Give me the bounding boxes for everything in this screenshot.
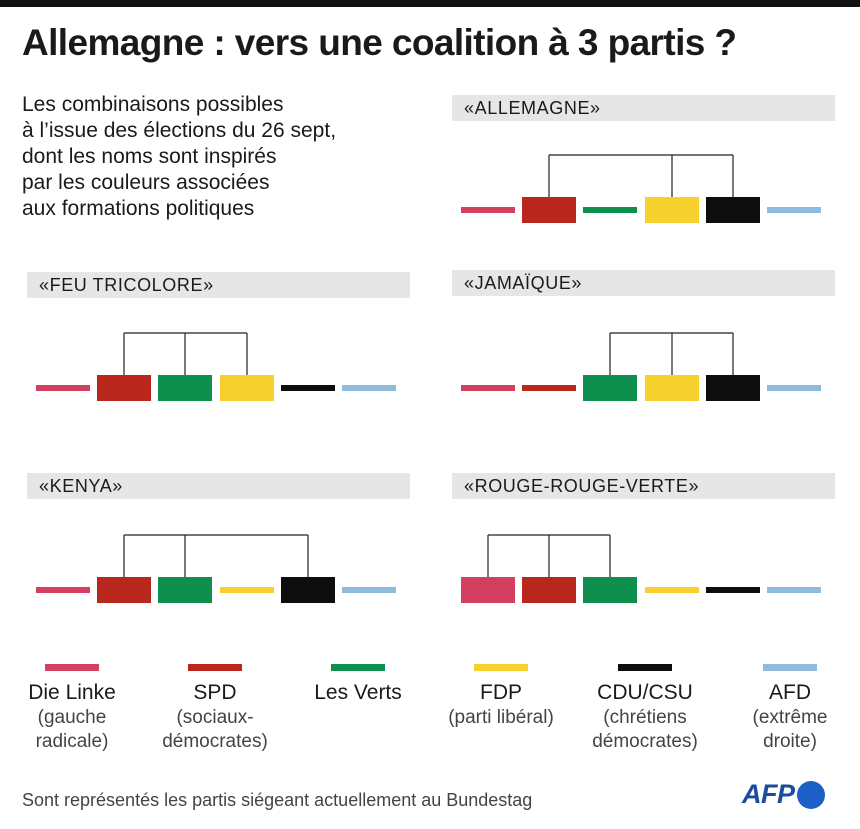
party-mark-spd-in-coalition bbox=[522, 577, 576, 603]
party-mark-verts bbox=[583, 207, 637, 213]
party-mark-cdu-in-coalition bbox=[706, 197, 760, 223]
party-mark-afd bbox=[767, 385, 821, 391]
coalition-label-feu-tricolore: «FEU TRICOLORE» bbox=[27, 272, 410, 298]
party-mark-verts-in-coalition bbox=[158, 375, 212, 401]
party-mark-cdu bbox=[706, 587, 760, 593]
coalition-diagram-allemagne bbox=[461, 154, 821, 223]
party-mark-verts-in-coalition bbox=[158, 577, 212, 603]
party-mark-verts-in-coalition bbox=[583, 577, 637, 603]
party-mark-linke-in-coalition bbox=[461, 577, 515, 603]
party-mark-cdu bbox=[281, 385, 335, 391]
legend-desc-line: (sociaux- bbox=[176, 707, 254, 728]
legend-desc-line: (chrétiens bbox=[603, 707, 687, 728]
afp-logo: AFP bbox=[742, 779, 825, 810]
legend-swatch-verts bbox=[331, 664, 385, 671]
legend-name-spd: SPD bbox=[193, 681, 237, 704]
party-mark-verts-in-coalition bbox=[583, 375, 637, 401]
coalition-label-kenya: «KENYA» bbox=[27, 473, 410, 499]
coalition-diagram-jamaique bbox=[461, 332, 821, 401]
intro-line: Les combinaisons possibles bbox=[22, 93, 284, 116]
coalition-diagram-kenya bbox=[36, 534, 396, 603]
party-mark-fdp bbox=[645, 587, 699, 593]
legend-desc-line: démocrates) bbox=[592, 731, 698, 752]
party-mark-linke bbox=[461, 207, 515, 213]
party-mark-cdu-in-coalition bbox=[706, 375, 760, 401]
legend-desc-line: droite) bbox=[763, 731, 817, 752]
footnote: Sont représentés les partis siégeant act… bbox=[22, 790, 533, 810]
party-mark-afd bbox=[767, 207, 821, 213]
intro-line: par les couleurs associées bbox=[22, 171, 270, 194]
legend-swatch-linke bbox=[45, 664, 99, 671]
party-mark-fdp-in-coalition bbox=[220, 375, 274, 401]
party-mark-afd bbox=[767, 587, 821, 593]
legend-name-afd: AFD bbox=[769, 681, 811, 704]
party-mark-fdp bbox=[220, 587, 274, 593]
party-mark-spd-in-coalition bbox=[97, 375, 151, 401]
intro-line: à l’issue des élections du 26 sept, bbox=[22, 119, 337, 142]
legend-name-linke: Die Linke bbox=[28, 681, 116, 704]
coalition-label-jamaique: «JAMAÏQUE» bbox=[452, 270, 835, 296]
legend-name-fdp: FDP bbox=[480, 681, 522, 704]
coalition-diagram-rouge-rouge-verte bbox=[461, 534, 821, 603]
legend-desc-afd: (extrême droite) bbox=[715, 706, 860, 754]
party-mark-linke bbox=[461, 385, 515, 391]
legend-desc-linke: (gauche radicale) bbox=[0, 706, 147, 754]
legend-swatch-afd bbox=[763, 664, 817, 671]
legend-swatch-fdp bbox=[474, 664, 528, 671]
party-mark-afd bbox=[342, 385, 396, 391]
party-mark-spd-in-coalition bbox=[97, 577, 151, 603]
party-mark-linke bbox=[36, 385, 90, 391]
top-bar bbox=[0, 0, 860, 7]
legend-desc-fdp: (parti libéral) bbox=[426, 706, 576, 730]
legend-name-verts: Les Verts bbox=[314, 681, 402, 704]
party-mark-fdp-in-coalition bbox=[645, 197, 699, 223]
legend-desc-line: (gauche bbox=[37, 707, 107, 728]
legend-desc-line: démocrates) bbox=[162, 731, 268, 752]
intro-line: dont les noms sont inspirés bbox=[22, 145, 277, 168]
legend-name-cdu: CDU/CSU bbox=[597, 681, 693, 704]
party-mark-linke bbox=[36, 587, 90, 593]
intro-text: Les combinaisons possibles à l’issue des… bbox=[22, 92, 422, 222]
party-mark-spd bbox=[522, 385, 576, 391]
intro-line: aux formations politiques bbox=[22, 197, 255, 220]
party-mark-cdu-in-coalition bbox=[281, 577, 335, 603]
legend-desc-line: (parti libéral) bbox=[448, 707, 554, 728]
coalition-label-allemagne: «ALLEMAGNE» bbox=[452, 95, 835, 121]
legend-desc-spd: (sociaux-démocrates) bbox=[140, 706, 290, 754]
coalition-label-rouge-rouge-verte: «ROUGE-ROUGE-VERTE» bbox=[452, 473, 835, 499]
party-mark-fdp-in-coalition bbox=[645, 375, 699, 401]
party-mark-afd bbox=[342, 587, 396, 593]
coalition-diagram-feu-tricolore bbox=[36, 332, 396, 401]
legend-swatch-cdu bbox=[618, 664, 672, 671]
page-title: Allemagne : vers une coalition à 3 parti… bbox=[22, 22, 737, 63]
legend-desc-cdu: (chrétiens démocrates) bbox=[570, 706, 720, 754]
legend-desc-line: (extrême bbox=[752, 707, 828, 728]
afp-logo-text: AFP bbox=[742, 779, 795, 809]
afp-logo-dot bbox=[796, 780, 825, 809]
legend-swatch-spd bbox=[188, 664, 242, 671]
legend-desc-line: radicale) bbox=[35, 731, 109, 752]
party-mark-spd-in-coalition bbox=[522, 197, 576, 223]
